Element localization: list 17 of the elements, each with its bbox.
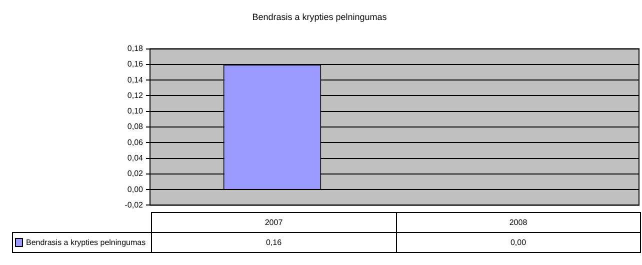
y-tick-label: 0,14 [127,75,144,84]
legend-label: Bendrasis a krypties pelningumas [12,232,152,252]
y-tick-label: 0,00 [127,184,144,194]
chart-title: Bendrasis a krypties pelningumas [252,12,388,22]
y-tick-label: 0,02 [127,169,144,178]
text: 0,00 [510,238,526,247]
x-tick-label: 2008 [396,212,640,232]
y-tick-label: 0,12 [127,90,144,100]
y-tick-label: 0,04 [127,153,144,162]
y-tick-label: 0,08 [127,122,144,132]
text: 0,16 [266,238,282,247]
y-tick-label: 0,18 [127,44,144,54]
y-tick-label: 0,06 [127,138,144,147]
y-tick-label: -0,02 [124,200,144,210]
y-tick-label: 0,16 [127,60,144,69]
y-tick-label: 0,10 [127,106,144,116]
x-tick-label: 2007 [152,212,396,232]
